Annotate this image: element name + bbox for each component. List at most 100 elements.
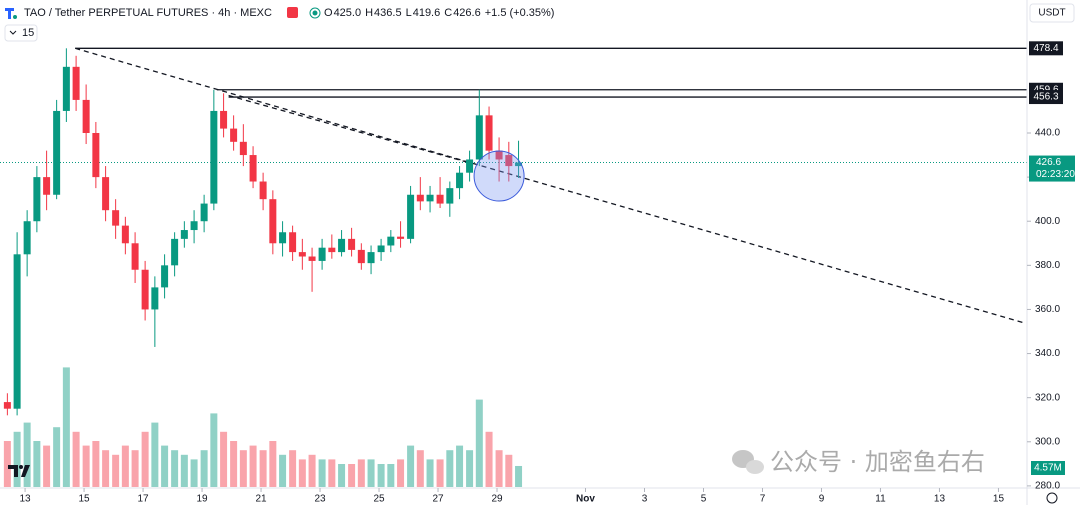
candle-body (298, 252, 306, 257)
price-tag (1029, 41, 1063, 56)
highlight-circle (473, 150, 525, 202)
ohlc-legend: O 425.0 H 436.5 L 419.6 C 426.6 +1.5 (+0.35%) (324, 7, 554, 19)
volume-bar (328, 459, 336, 487)
candle-body (43, 177, 51, 195)
y-tick-label: 320.0 (1035, 392, 1060, 403)
settings-icon[interactable] (1046, 492, 1058, 504)
candle-body (249, 155, 257, 182)
volume-bar (180, 454, 188, 487)
watermark: 公众号 · 加密鱼右右 (732, 448, 985, 476)
candle-body (456, 172, 464, 189)
candle-body (171, 238, 179, 266)
status-ring (309, 7, 321, 19)
candle-body (416, 194, 424, 202)
volume-bar (475, 399, 483, 487)
volume-bar (249, 445, 257, 487)
header: TAO / Tether PERPETUAL FUTURES · 4h · ME… (4, 3, 1075, 42)
candle-body (475, 115, 483, 160)
volume-bar (121, 445, 129, 487)
volume-bar (367, 459, 375, 487)
x-tick-label: 9 (819, 494, 825, 505)
volume-bar (397, 459, 405, 487)
volume-bar (505, 454, 513, 487)
volume-bar (200, 450, 208, 487)
chevron (9, 30, 17, 35)
volume-bar (269, 441, 277, 487)
candle-body (348, 238, 356, 250)
volume-bar (13, 431, 21, 487)
candle-body (190, 221, 198, 231)
volume-bar (43, 445, 51, 487)
indicator-toggle[interactable] (4, 24, 38, 42)
volume-bar (298, 459, 306, 487)
x-tick-label: 25 (373, 494, 385, 505)
currency-button[interactable] (1029, 3, 1075, 23)
ohlc-label: O (324, 7, 333, 19)
candle-body (151, 287, 159, 310)
candle-body (102, 177, 110, 211)
candle-body (131, 243, 139, 270)
volume-bar (289, 450, 297, 487)
candle-body (466, 159, 474, 173)
volume-bar (112, 454, 120, 487)
candle-body (279, 232, 287, 244)
volume-bar (62, 367, 70, 487)
ohlc-label: L (406, 7, 412, 19)
ohlc-label: H (365, 7, 373, 19)
volume-bar (348, 464, 356, 487)
ohlc-label: C (444, 7, 452, 19)
ohlc-change: +1.5 (+0.35%) (485, 7, 555, 19)
logo (5, 8, 14, 19)
plot-area (0, 47, 1027, 487)
candle-body (367, 252, 375, 264)
ohlc-value: 426.6 (453, 7, 481, 19)
volume-tag (1031, 461, 1065, 475)
price-tag-label: 456.3 (1033, 92, 1058, 103)
x-tick-label: 15 (993, 494, 1005, 505)
volume-bar (171, 450, 179, 487)
candle-body (308, 256, 316, 261)
symbol-title[interactable]: TAO / Tether PERPETUAL FUTURES · 4h · ME… (24, 7, 272, 19)
candle-body (13, 254, 21, 409)
candle-body (72, 66, 80, 100)
candle-body (515, 162, 523, 167)
volume-bar (456, 445, 464, 487)
trend-line (75, 47, 1026, 324)
candle-body (23, 221, 31, 255)
status-dot (312, 10, 318, 16)
y-tick-label: 340.0 (1035, 348, 1060, 359)
candle-body (407, 194, 415, 239)
y-tick-label: 400.0 (1035, 216, 1060, 227)
candle-body (328, 247, 336, 253)
volume-bar (23, 422, 31, 487)
volume-bar (436, 459, 444, 487)
volume-bar (210, 413, 218, 487)
y-tick-label: 380.0 (1035, 260, 1060, 271)
volume-bar (239, 450, 247, 487)
candle-body (357, 249, 365, 264)
y-tick-label: 280.0 (1035, 481, 1060, 492)
volume-bar (82, 445, 90, 487)
last-price-label: 426.6 (1036, 157, 1061, 168)
volume-bar (357, 459, 365, 487)
volume-bar (72, 431, 80, 487)
volume-bar (377, 464, 385, 487)
price-tag-label: 459.6 (1033, 84, 1058, 95)
price-tag (1029, 90, 1063, 105)
volume-bar (308, 454, 316, 487)
tv-logo-part (19, 465, 23, 469)
volume-bar (259, 450, 267, 487)
x-tick-label: 7 (760, 494, 766, 505)
candle-body (82, 99, 90, 133)
volume-bar (230, 441, 238, 487)
tv-logo-part (8, 465, 18, 477)
candle-body (121, 225, 129, 244)
indicator-count: 15 (22, 27, 34, 39)
candle-body (230, 128, 238, 142)
flag-icon[interactable] (287, 7, 298, 18)
volume-bar (161, 445, 169, 487)
candle-body (92, 132, 100, 178)
volume-bar (495, 450, 503, 487)
